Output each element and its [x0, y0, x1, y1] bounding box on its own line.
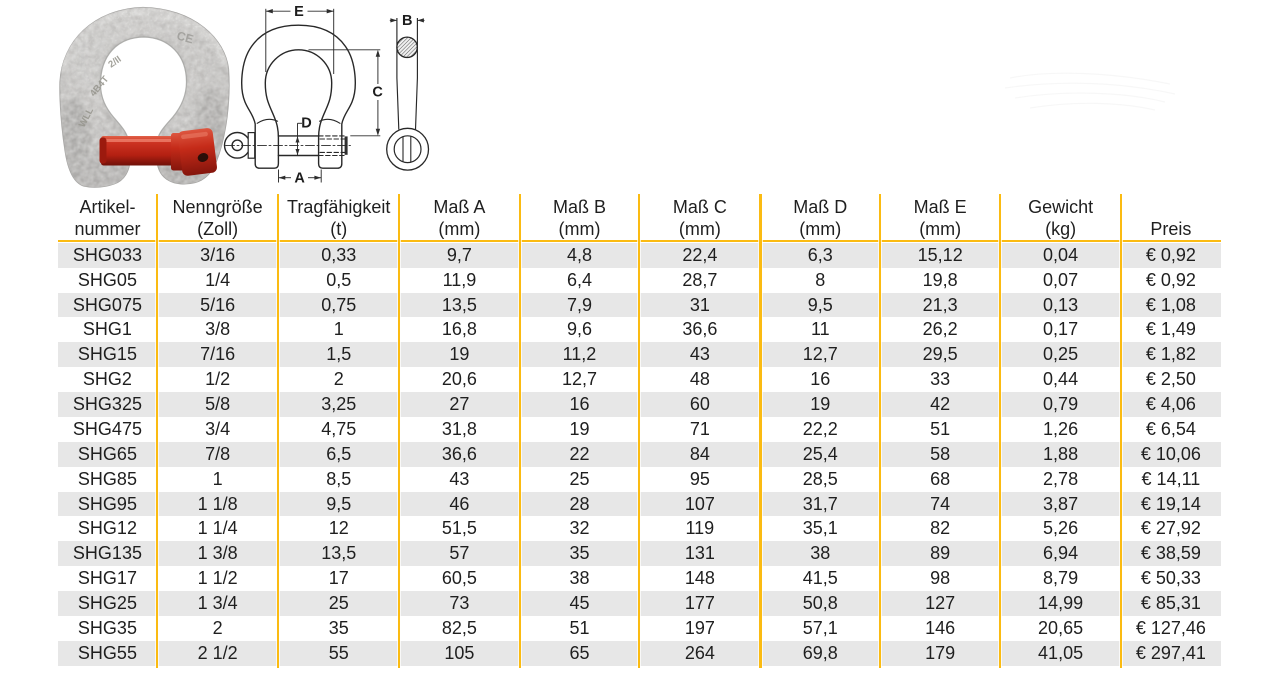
svg-text:CE: CE: [175, 28, 195, 46]
svg-text:E: E: [294, 4, 304, 20]
svg-text:C: C: [372, 85, 383, 101]
svg-text:A: A: [294, 171, 305, 187]
svg-text:B: B: [402, 13, 412, 29]
svg-text:D: D: [301, 116, 311, 132]
